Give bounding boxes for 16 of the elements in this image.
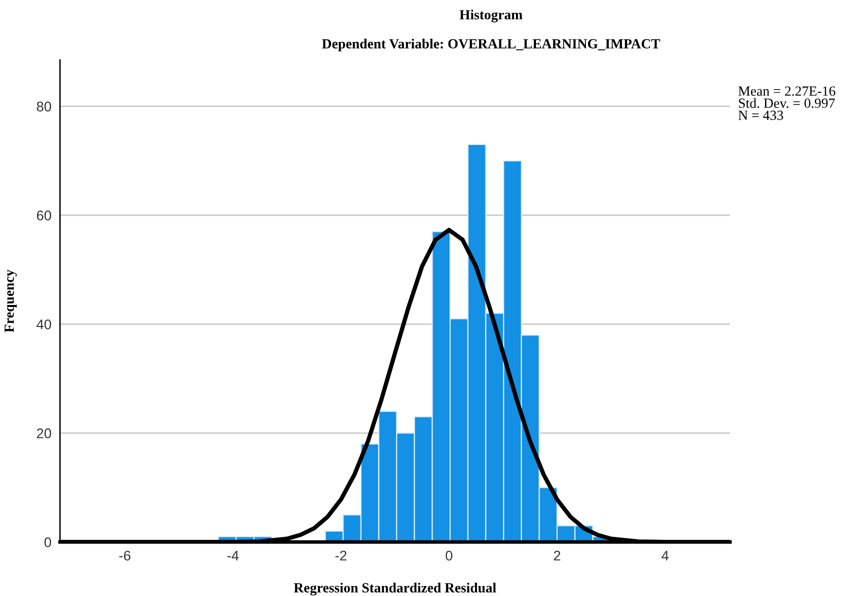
- chart-title: Histogram: [460, 10, 522, 22]
- x-tick-label: 0: [446, 550, 452, 561]
- chart-subtitle: Dependent Variable: OVERALL_LEARNING_IMPACT: [322, 38, 660, 52]
- y-tick-label: 80: [36, 102, 52, 112]
- text: Mean = 2.27E-16 Std. Dev. = 0.997 N = 433: [738, 86, 836, 120]
- x-tick-label: 4: [662, 550, 669, 560]
- x-tick-label: -2: [335, 550, 346, 560]
- x-tick-label: -6: [119, 550, 130, 561]
- y-tick-label: 40: [36, 319, 52, 330]
- y-tick-label: 20: [36, 428, 52, 438]
- x-axis-title: Regression Standardized Residual: [294, 582, 496, 596]
- y-axis-title: Frequency: [4, 270, 17, 332]
- x-tick-label: 2: [554, 550, 560, 560]
- y-tick-label: 0: [44, 537, 52, 548]
- y-tick-label: 60: [36, 210, 52, 220]
- x-tick-label: -4: [227, 550, 239, 560]
